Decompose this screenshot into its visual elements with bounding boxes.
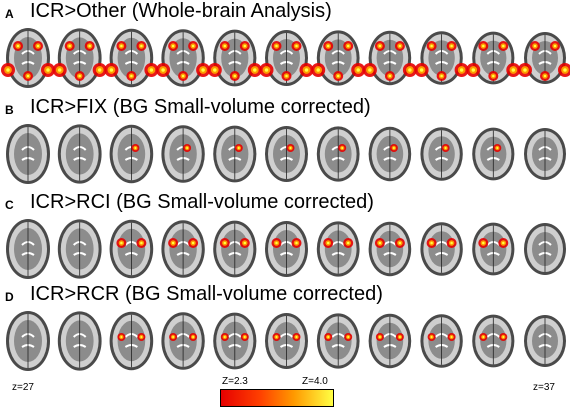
brain-slice [161, 312, 205, 370]
brain-slice [161, 125, 205, 183]
brain-slice [316, 313, 360, 369]
panel-title: ICR>RCR (BG Small-volume corrected) [30, 283, 383, 305]
brain-slice [265, 221, 308, 277]
colorbar-min-label: Z=2.3 [222, 376, 248, 387]
panel-d: D ICR>RCR (BG Small-volume corrected) [0, 283, 570, 379]
panel-letter: A [5, 7, 14, 21]
panel-title: ICR>FIX (BG Small-volume corrected) [30, 96, 371, 118]
brain-slice [213, 125, 257, 183]
panel-letter: B [5, 103, 14, 117]
brain-slice [6, 124, 50, 184]
brain-slice [420, 127, 463, 181]
panel-title: ICR>RCI (BG Small-volume corrected) [30, 191, 374, 213]
brain-slice [414, 31, 469, 85]
brain-slice [1, 28, 55, 88]
brain-slice [368, 221, 412, 277]
brain-slice [265, 126, 308, 182]
colorbar [220, 389, 334, 407]
brain-slice [104, 28, 159, 88]
brain-slice [316, 221, 360, 277]
panel-a: A ICR>Other (Whole-brain Analysis) [0, 0, 570, 96]
brain-slice [156, 29, 211, 87]
brain-slice [57, 219, 102, 279]
z-end-label: z=37 [533, 382, 555, 393]
brain-slice [420, 222, 463, 276]
z-start-label: z=27 [12, 382, 34, 393]
brain-slice-row [1, 28, 570, 88]
brain-slice-row [6, 219, 566, 279]
brain-slice-row [6, 124, 566, 184]
colorbar-max-label: Z=4.0 [302, 376, 328, 387]
brain-slice [213, 312, 257, 370]
brain-slice [265, 313, 308, 369]
panel-letter: D [5, 290, 14, 304]
panel-c: C ICR>RCI (BG Small-volume corrected) [0, 191, 570, 287]
brain-slice [362, 30, 417, 86]
brain-slice [368, 126, 412, 182]
brain-slice [109, 219, 154, 279]
panel-b: B ICR>FIX (BG Small-volume corrected) [0, 96, 570, 192]
panel-letter: C [5, 198, 14, 212]
brain-slice [109, 124, 154, 184]
brain-slice [6, 311, 50, 371]
brain-slice [472, 314, 515, 368]
brain-slice [57, 124, 102, 184]
brain-slice [109, 311, 154, 371]
brain-slice [466, 31, 521, 85]
brain-slice [524, 315, 566, 367]
brain-slice [52, 28, 107, 88]
brain-slice [518, 32, 570, 84]
brain-slice-row [6, 311, 566, 371]
brain-slice [57, 311, 102, 371]
brain-slice [524, 128, 566, 180]
brain-slice [472, 222, 515, 276]
brain-slice [472, 127, 515, 181]
brain-slice [316, 126, 360, 182]
panel-title: ICR>Other (Whole-brain Analysis) [30, 0, 332, 22]
brain-slice [259, 30, 314, 86]
brain-slice [420, 314, 463, 368]
brain-slice [213, 220, 257, 278]
brain-slice [161, 220, 205, 278]
brain-slice [524, 223, 566, 275]
brain-slice [311, 30, 366, 86]
brain-slice [6, 219, 50, 279]
brain-slice [207, 29, 262, 87]
brain-slice [368, 313, 412, 369]
